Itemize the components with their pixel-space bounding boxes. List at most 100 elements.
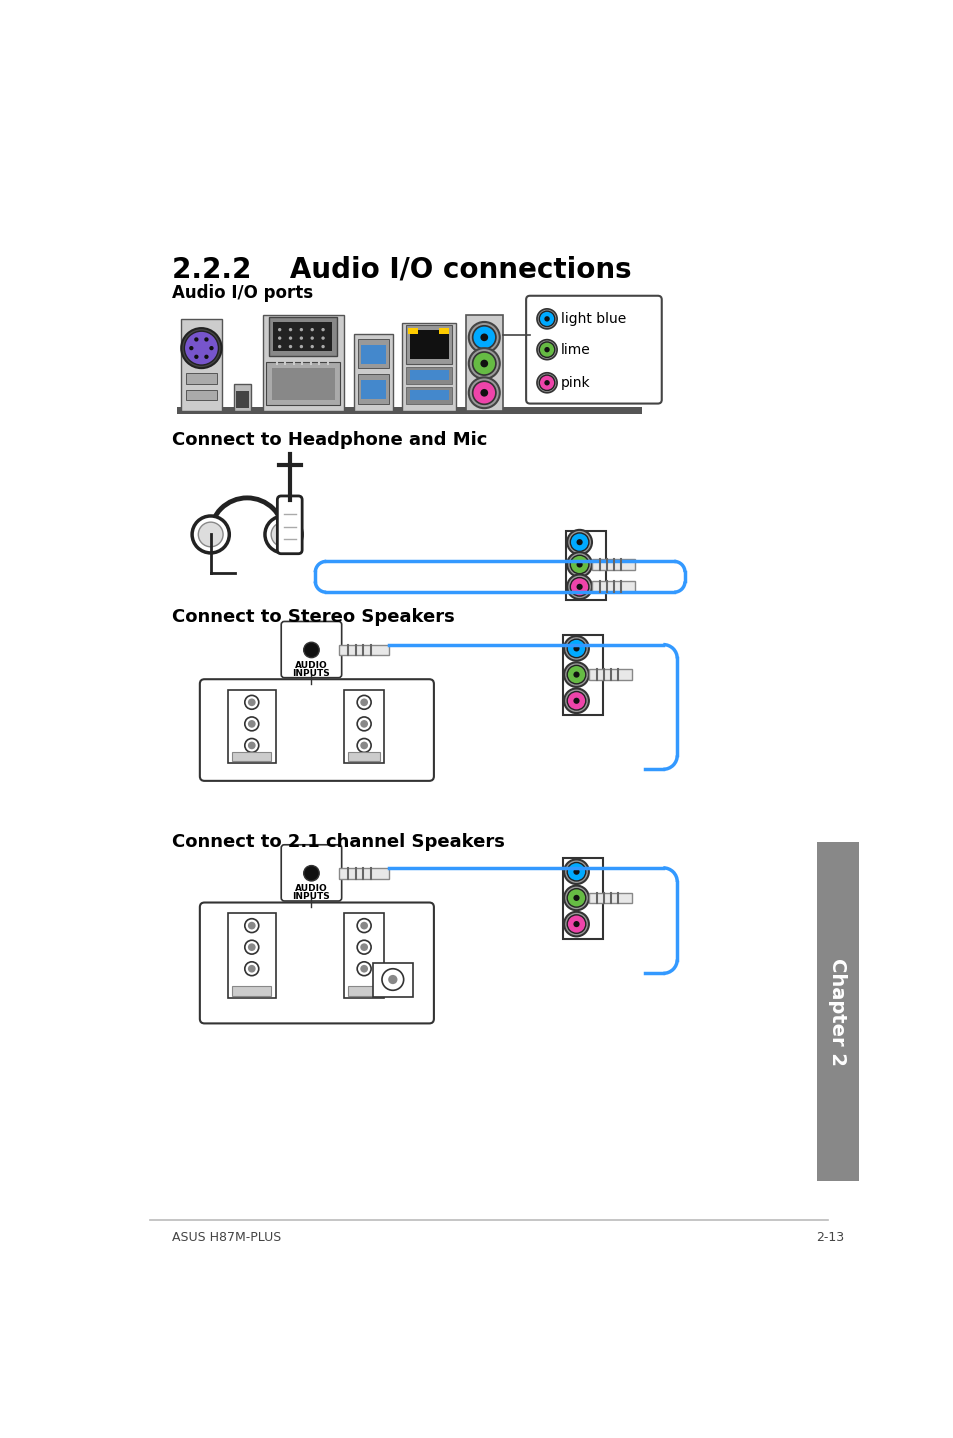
Circle shape <box>245 919 258 933</box>
Circle shape <box>538 342 555 358</box>
Text: light blue: light blue <box>560 312 625 326</box>
Bar <box>360 345 385 364</box>
Circle shape <box>184 331 218 365</box>
Bar <box>344 913 384 998</box>
Circle shape <box>303 643 319 657</box>
Bar <box>344 690 384 764</box>
Circle shape <box>248 742 255 749</box>
Circle shape <box>310 345 314 348</box>
Circle shape <box>299 328 303 331</box>
Circle shape <box>356 940 371 953</box>
Bar <box>357 374 389 404</box>
Circle shape <box>356 919 371 933</box>
Circle shape <box>472 352 496 375</box>
Circle shape <box>468 377 499 408</box>
FancyBboxPatch shape <box>281 621 341 677</box>
Circle shape <box>472 326 496 349</box>
Bar <box>338 869 389 879</box>
Circle shape <box>573 697 579 703</box>
Circle shape <box>563 663 588 687</box>
Circle shape <box>277 336 281 339</box>
Text: Connect to 2.1 channel Speakers: Connect to 2.1 channel Speakers <box>172 833 504 851</box>
Bar <box>588 893 631 903</box>
Text: ASUS H87M-PLUS: ASUS H87M-PLUS <box>172 1231 281 1244</box>
FancyBboxPatch shape <box>525 296 661 404</box>
Circle shape <box>248 922 255 929</box>
Text: 2-13: 2-13 <box>815 1231 843 1244</box>
Circle shape <box>321 328 324 331</box>
Text: lime: lime <box>560 342 590 357</box>
Bar <box>406 325 452 364</box>
Circle shape <box>468 322 499 352</box>
Circle shape <box>567 915 585 933</box>
Text: INPUTS: INPUTS <box>293 669 330 677</box>
Bar <box>373 962 413 997</box>
Text: Connect to Headphone and Mic: Connect to Headphone and Mic <box>172 430 487 449</box>
Bar <box>266 362 340 406</box>
Circle shape <box>245 739 258 752</box>
Circle shape <box>277 345 281 348</box>
Circle shape <box>356 718 371 731</box>
Bar <box>233 986 271 995</box>
Bar <box>177 407 641 414</box>
Bar <box>406 387 452 404</box>
Circle shape <box>381 969 403 991</box>
Bar <box>186 390 216 400</box>
Circle shape <box>360 699 368 706</box>
Bar <box>354 334 393 411</box>
Circle shape <box>567 692 585 710</box>
Circle shape <box>248 699 255 706</box>
Circle shape <box>538 311 555 326</box>
Circle shape <box>567 638 585 657</box>
Circle shape <box>576 584 582 590</box>
Circle shape <box>303 866 319 881</box>
Circle shape <box>271 522 295 546</box>
Circle shape <box>248 720 255 728</box>
Bar <box>410 390 448 400</box>
Circle shape <box>360 742 368 749</box>
Text: 2.2.2    Audio I/O connections: 2.2.2 Audio I/O connections <box>172 256 631 283</box>
Circle shape <box>468 348 499 380</box>
Circle shape <box>576 561 582 568</box>
Circle shape <box>567 666 585 684</box>
Circle shape <box>245 962 258 975</box>
Circle shape <box>245 940 258 953</box>
Circle shape <box>299 345 303 348</box>
Circle shape <box>299 336 303 339</box>
Circle shape <box>356 696 371 709</box>
Circle shape <box>204 355 209 360</box>
Bar <box>228 690 275 764</box>
Circle shape <box>570 555 588 574</box>
Circle shape <box>567 575 592 600</box>
FancyBboxPatch shape <box>277 496 302 554</box>
Bar <box>274 322 332 351</box>
Circle shape <box>563 886 588 910</box>
Text: Chapter 2: Chapter 2 <box>827 958 846 1066</box>
Circle shape <box>573 894 579 902</box>
Circle shape <box>245 696 258 709</box>
Circle shape <box>537 339 557 360</box>
Bar <box>233 384 251 411</box>
Circle shape <box>573 920 579 928</box>
Bar <box>402 322 456 411</box>
Circle shape <box>563 860 588 884</box>
Circle shape <box>567 889 585 907</box>
Circle shape <box>360 922 368 929</box>
Circle shape <box>563 912 588 936</box>
Circle shape <box>544 380 549 385</box>
Circle shape <box>563 689 588 713</box>
Circle shape <box>567 529 592 555</box>
Circle shape <box>388 975 397 984</box>
Circle shape <box>538 375 555 391</box>
Circle shape <box>537 372 557 393</box>
FancyBboxPatch shape <box>199 903 434 1024</box>
Bar <box>562 634 602 716</box>
Text: AUDIO: AUDIO <box>294 884 328 893</box>
Bar <box>410 329 448 360</box>
Circle shape <box>544 347 549 352</box>
Text: Connect to Stereo Speakers: Connect to Stereo Speakers <box>172 608 455 626</box>
Bar <box>262 315 344 411</box>
FancyBboxPatch shape <box>199 679 434 781</box>
Circle shape <box>570 533 588 551</box>
Circle shape <box>356 962 371 975</box>
